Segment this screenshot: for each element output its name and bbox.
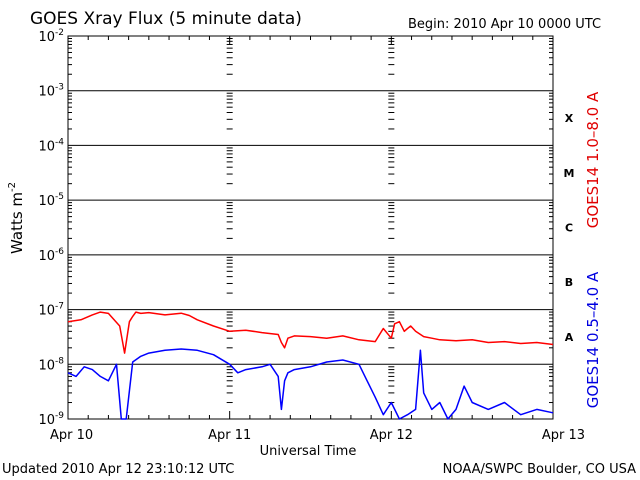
legend-label-red: GOES14 1.0–8.0 A [584,91,602,228]
y-tick-exponent: -2 [55,28,64,38]
legend-label-blue: GOES14 0.5–4.0 A [584,271,602,408]
y-tick-label: 10-6 [38,247,64,264]
flare-class-label: X [565,112,574,125]
series-lines [67,311,554,420]
y-tick-label: 10-8 [38,356,64,373]
y-tick-base: 10 [38,358,55,373]
y-tick-exponent: -3 [55,83,64,93]
y-tick-exponent: -8 [55,356,64,366]
y-axis-label: Watts m-2 [7,182,26,254]
x-tick-label: Apr 13 [542,428,585,443]
y-tick-base: 10 [38,85,55,100]
flare-class-label: C [565,222,573,235]
flare-class-label: B [565,276,573,289]
y-tick-base: 10 [38,413,55,428]
data-source: NOAA/SWPC Boulder, CO USA [443,462,636,477]
y-tick-base: 10 [38,139,55,154]
plot-area [67,35,554,420]
y-tick-exponent: -4 [55,137,64,147]
y-tick-label: 10-9 [38,411,64,428]
legend-blue: GOES14 0.5–4.0 A [584,271,602,408]
y-tick-label: 10-3 [38,83,64,100]
y-tick-label: 10-2 [38,28,64,45]
y-axis-label-text: Watts m [8,192,26,254]
legend-red: GOES14 1.0–8.0 A [584,91,602,228]
begin-label: Begin: 2010 Apr 10 0000 UTC [408,17,601,32]
series-line-blue [67,348,554,420]
y-tick-label: 10-7 [38,302,64,319]
y-tick-exponent: -9 [55,411,64,421]
flare-class-label: M [564,167,575,180]
grid [68,90,553,365]
y-axis-label-exponent: -2 [7,182,18,192]
y-tick-exponent: -6 [55,247,64,257]
y-tick-label: 10-4 [38,137,64,154]
y-axis: 10-210-310-410-510-610-710-810-9 [38,28,553,428]
chart-title: GOES Xray Flux (5 minute data) [30,9,302,29]
y-tick-base: 10 [38,249,55,264]
series-line-red [67,311,554,354]
y-axis-label-group: Watts m-2 [7,182,26,254]
x-tick-label: Apr 12 [370,428,413,443]
flare-class-label: A [565,331,574,344]
plot-border [67,35,554,420]
y-tick-base: 10 [38,194,55,209]
x-tick-label: Apr 10 [50,428,93,443]
y-tick-exponent: -7 [55,302,64,312]
y-tick-label: 10-5 [38,192,64,209]
x-axis-label: Universal Time [260,444,357,459]
y-tick-base: 10 [38,304,55,319]
y-tick-base: 10 [38,30,55,45]
updated-timestamp: Updated 2010 Apr 12 23:10:12 UTC [2,462,234,477]
y-tick-exponent: -5 [55,192,64,202]
x-axis: Apr 10 Apr 11 Apr 12 Apr 13 [50,36,585,443]
flare-class-labels: X M C B A [564,112,575,344]
x-tick-label: Apr 11 [208,428,251,443]
